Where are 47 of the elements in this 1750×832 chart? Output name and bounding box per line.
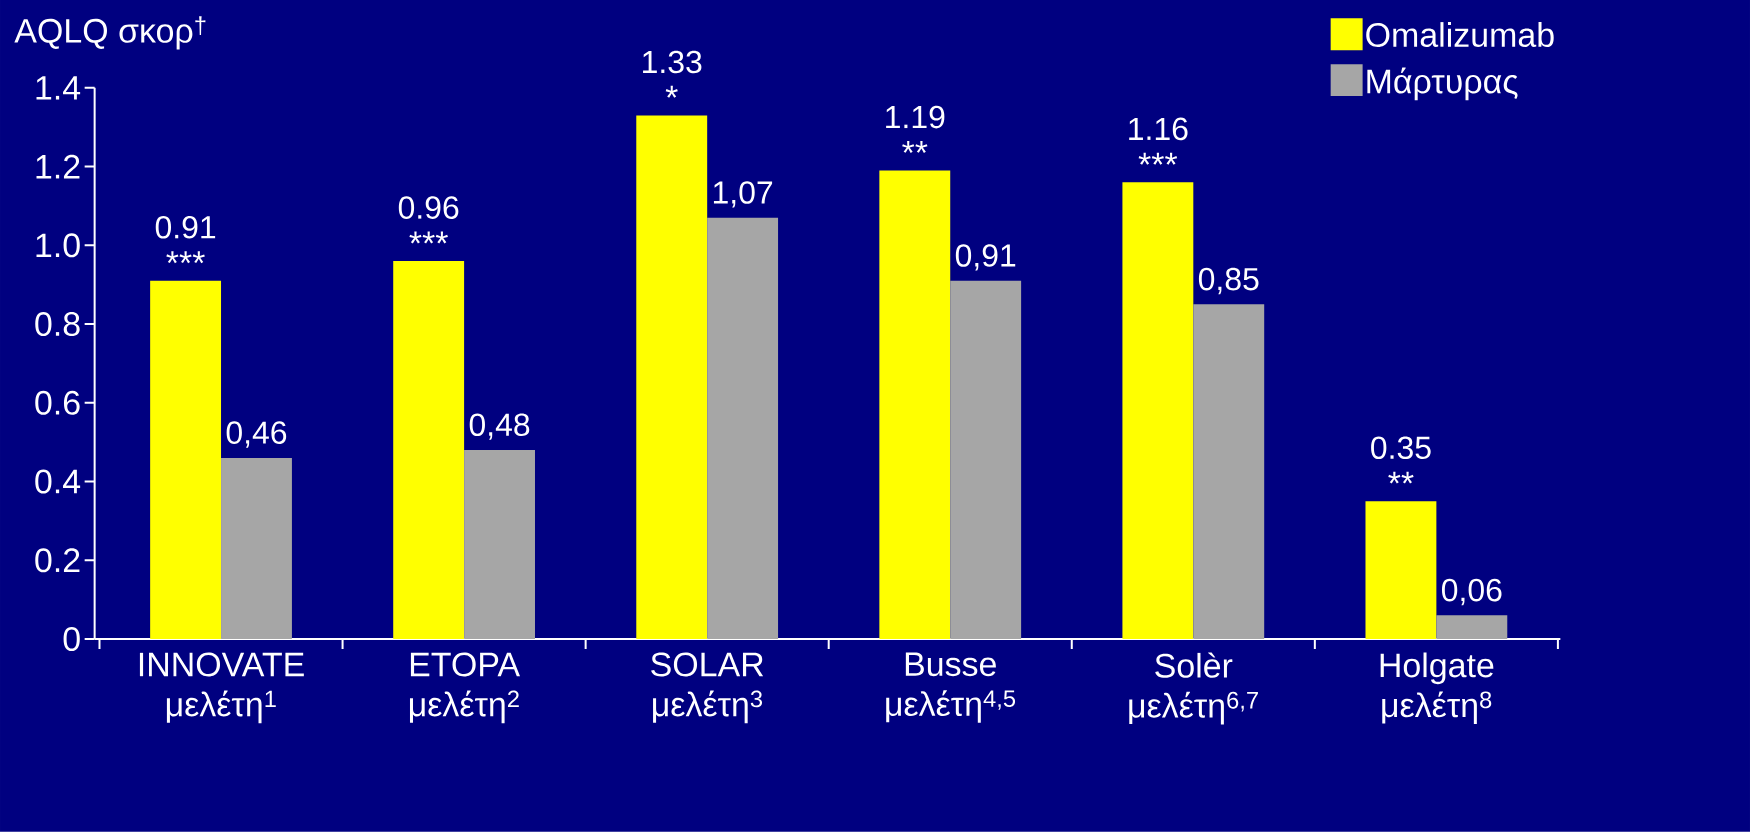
annotation: *** — [1138, 152, 1178, 165]
y-tick-label: 0.4 — [35, 469, 81, 494]
data-label: 1.19 — [886, 105, 945, 129]
annotation: ** — [1388, 471, 1414, 484]
x-tick-label: INNOVATE μελέτη$^{1}$ — [139, 652, 304, 724]
data-label: 0.91 — [155, 216, 216, 239]
bar — [1436, 615, 1508, 640]
y-tick-label: 1.4 — [36, 76, 81, 100]
legend-label: Omalizumab — [1366, 22, 1554, 48]
y-tick-label: 0 — [63, 627, 80, 652]
bar — [950, 280, 1022, 640]
y-tick-label: 1.0 — [36, 233, 80, 258]
y-tick-label: 0.8 — [35, 312, 80, 337]
annotation: ** — [902, 141, 928, 154]
data-label: 0,46 — [226, 421, 287, 448]
data-label: 0,06 — [1441, 578, 1502, 606]
bar — [221, 458, 292, 640]
data-label: 1,07 — [713, 181, 773, 208]
data-label: 0,48 — [469, 413, 530, 440]
data-label: 0.35 — [1371, 436, 1431, 460]
bar — [464, 450, 535, 640]
data-label: 0.96 — [398, 196, 459, 220]
y-tick-label: 0.6 — [35, 390, 80, 415]
annotation: * — [665, 86, 678, 98]
x-tick-label: Busse μελέτη$^{4,5}$ — [886, 652, 1016, 723]
bar — [1122, 182, 1194, 640]
x-tick-label: Holgate μελέτη$^{8}$ — [1380, 652, 1494, 725]
y-tick-label: 0.2 — [35, 548, 80, 573]
legend-label: Μάρτυρας — [1367, 67, 1518, 101]
bar — [150, 280, 222, 640]
bar — [636, 115, 708, 640]
y-tick-label: 1.2 — [36, 154, 80, 179]
bar — [393, 261, 465, 640]
data-label: 0,85 — [1198, 267, 1259, 295]
x-tick-label: Solèr μελέτη$^{6,7}$ — [1129, 652, 1258, 725]
annotation: *** — [166, 251, 205, 264]
bar — [1193, 304, 1265, 640]
data-label: 1.33 — [643, 50, 702, 74]
bar — [879, 170, 951, 640]
bar — [1365, 501, 1437, 640]
x-tick-label: ETOPA μελέτη$^{2}$ — [409, 652, 521, 724]
data-label: 0,91 — [955, 244, 1016, 271]
annotation: *** — [409, 231, 448, 244]
y-axis-title: AQLQ σκορ$^{†}$ — [14, 16, 206, 50]
x-tick-label: SOLAR μελέτη$^{3}$ — [651, 652, 764, 724]
data-label: 1.16 — [1129, 117, 1188, 141]
bar — [707, 217, 779, 640]
